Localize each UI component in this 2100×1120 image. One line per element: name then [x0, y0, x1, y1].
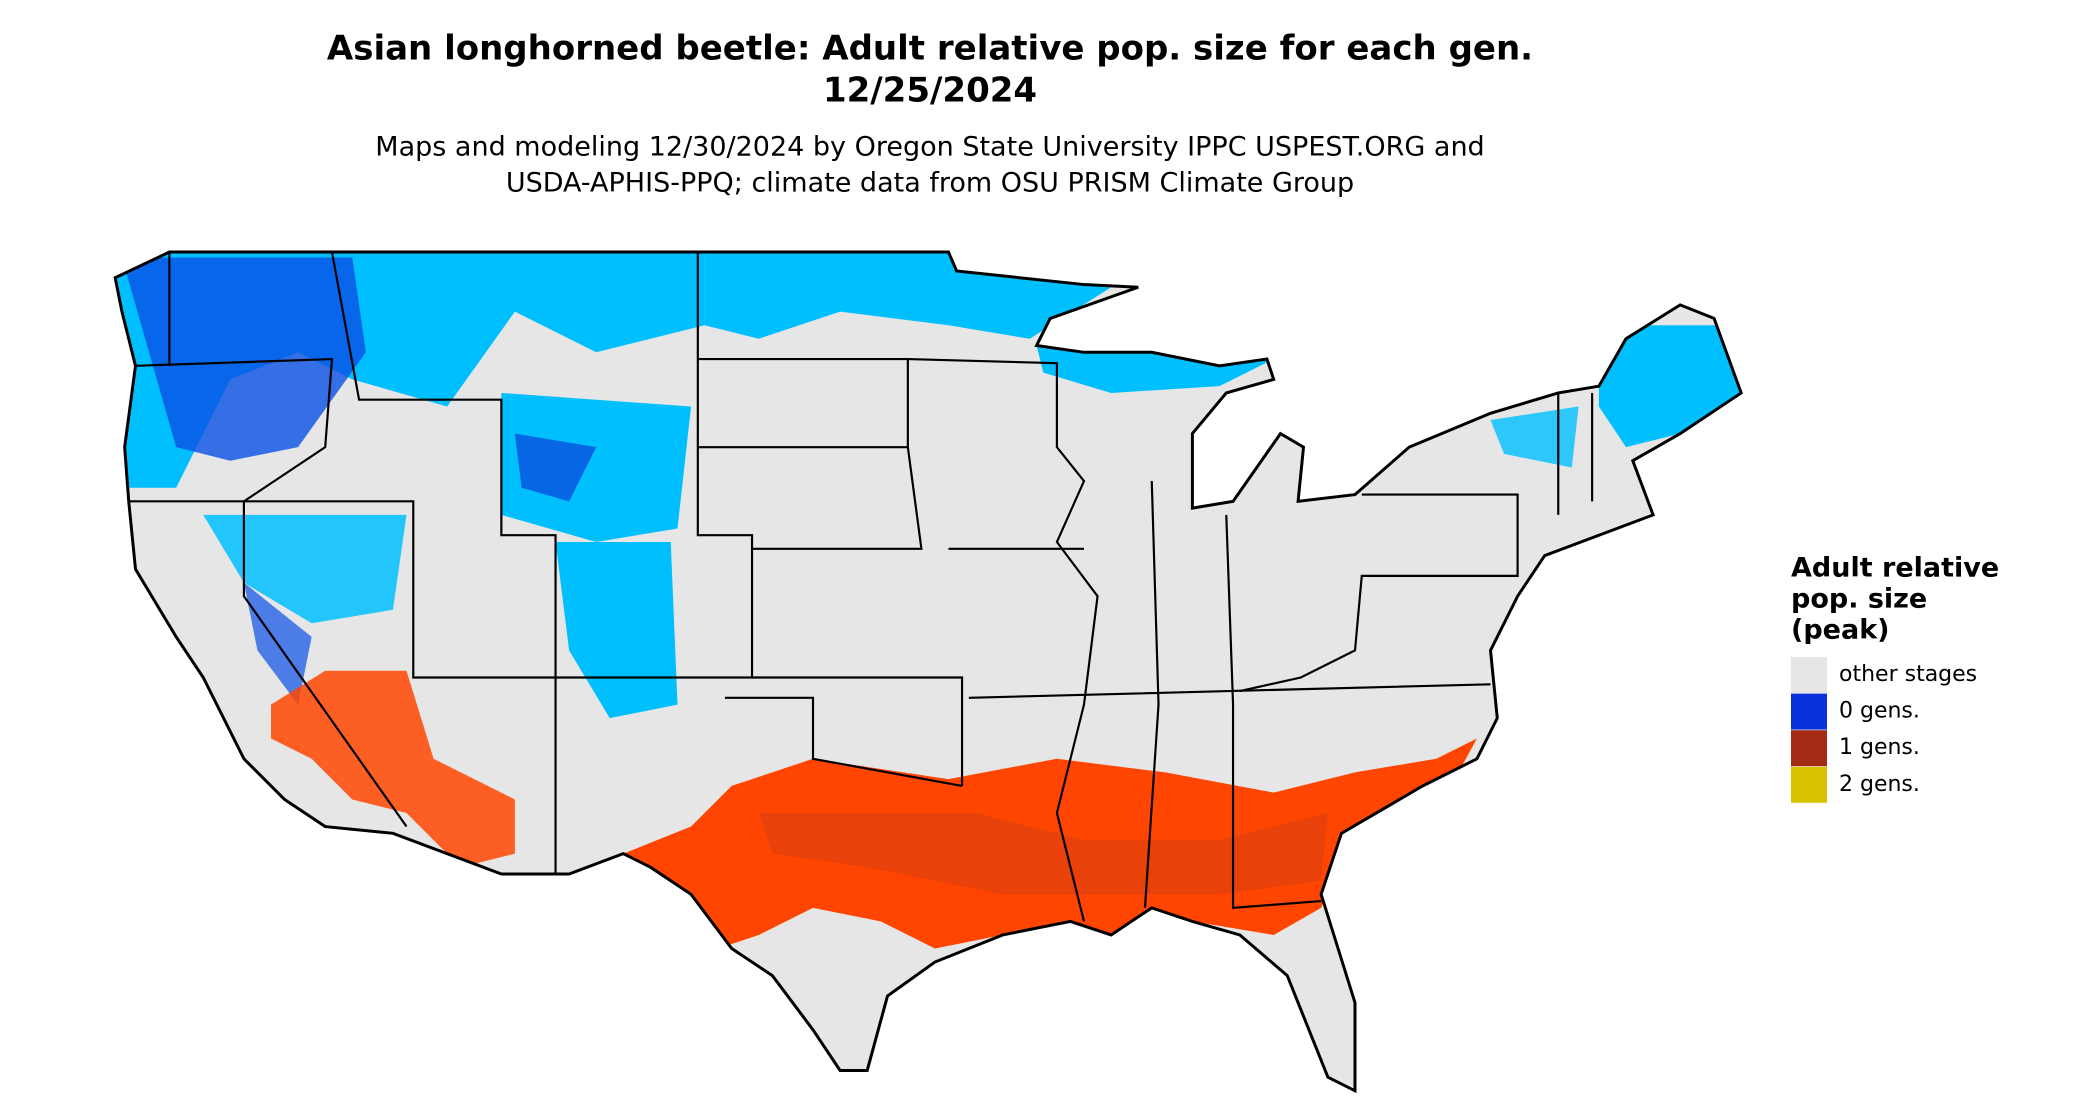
legend-title: Adult relative	[1791, 553, 1999, 584]
legend-label: 1 gens.	[1839, 735, 1920, 760]
legend-swatch	[1791, 766, 1827, 803]
state-lines	[128, 251, 1594, 922]
legend-title: pop. size	[1791, 584, 1927, 615]
legend-label: 2 gens.	[1839, 772, 1920, 797]
legend-swatch	[1791, 657, 1827, 693]
legend-label: other stages	[1839, 662, 1977, 687]
legend-title: (peak)	[1791, 615, 1890, 646]
us-map	[113, 250, 1743, 1093]
legend-swatch	[1791, 693, 1827, 730]
map-title: Asian longhorned beetle: Adult relative …	[327, 29, 1533, 69]
subtitle-line: Maps and modeling 12/30/2024 by Oregon S…	[375, 132, 1484, 163]
legend-swatch	[1791, 730, 1827, 767]
subtitle-line: USDA-APHIS-PPQ; climate data from OSU PR…	[506, 168, 1354, 199]
map-date: 12/25/2024	[823, 71, 1037, 111]
legend-label: 0 gens.	[1839, 699, 1920, 724]
